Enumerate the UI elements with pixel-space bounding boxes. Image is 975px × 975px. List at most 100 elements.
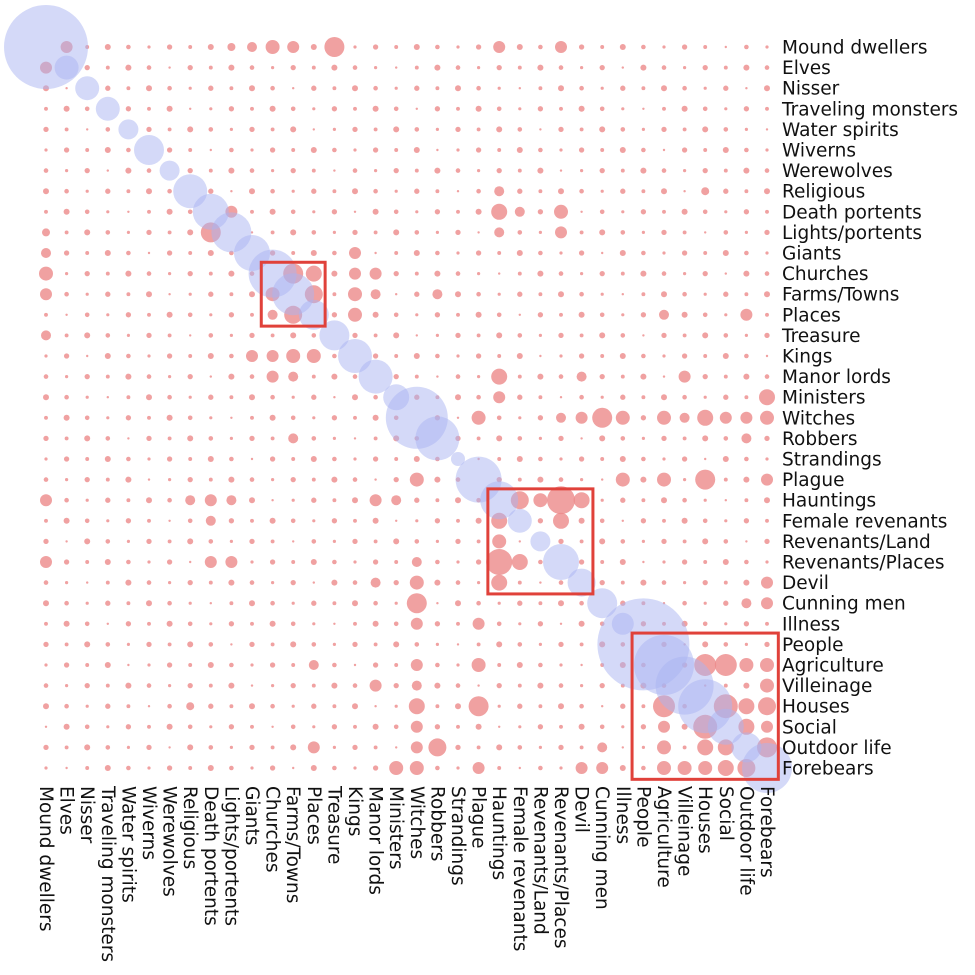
offdiagonal-bubble xyxy=(497,704,501,708)
offdiagonal-bubble xyxy=(249,703,255,710)
offdiagonal-bubble xyxy=(434,724,441,730)
offdiagonal-bubble xyxy=(228,579,235,586)
offdiagonal-bubble xyxy=(228,621,235,627)
offdiagonal-bubble xyxy=(697,739,714,756)
column-label: Werewolves xyxy=(159,786,180,897)
offdiagonal-bubble xyxy=(537,106,544,112)
offdiagonal-bubble xyxy=(84,621,90,627)
offdiagonal-bubble xyxy=(435,704,440,709)
offdiagonal-bubble xyxy=(373,127,378,132)
offdiagonal-bubble xyxy=(414,539,420,544)
offdiagonal-bubble xyxy=(661,168,667,173)
offdiagonal-bubble xyxy=(353,518,357,523)
offdiagonal-bubble xyxy=(106,313,110,317)
offdiagonal-bubble xyxy=(537,621,544,627)
row-label: Manor lords xyxy=(782,367,891,388)
offdiagonal-bubble xyxy=(682,600,687,606)
offdiagonal-bubble xyxy=(126,765,131,771)
offdiagonal-bubble xyxy=(641,704,646,709)
offdiagonal-bubble xyxy=(44,518,48,523)
offdiagonal-bubble xyxy=(372,723,379,730)
offdiagonal-bubble xyxy=(332,230,336,234)
offdiagonal-bubble xyxy=(126,292,131,297)
offdiagonal-bubble xyxy=(555,41,567,53)
offdiagonal-bubble xyxy=(744,292,749,297)
offdiagonal-bubble xyxy=(722,250,729,256)
offdiagonal-bubble xyxy=(744,333,749,337)
offdiagonal-bubble xyxy=(372,559,379,565)
offdiagonal-bubble xyxy=(744,395,749,400)
offdiagonal-bubble xyxy=(615,410,630,425)
offdiagonal-bubble xyxy=(702,312,708,318)
offdiagonal-bubble xyxy=(64,600,69,606)
row-label: Outdoor life xyxy=(782,738,892,759)
offdiagonal-bubble xyxy=(642,334,645,337)
offdiagonal-bubble xyxy=(269,620,276,627)
offdiagonal-bubble xyxy=(105,642,111,647)
offdiagonal-bubble xyxy=(597,742,608,753)
offdiagonal-bubble xyxy=(494,186,505,197)
offdiagonal-bubble xyxy=(126,44,131,50)
offdiagonal-bubble xyxy=(331,64,338,71)
offdiagonal-bubble xyxy=(207,662,214,668)
offdiagonal-bubble xyxy=(64,188,69,194)
offdiagonal-bubble xyxy=(456,643,460,646)
offdiagonal-bubble xyxy=(228,64,235,71)
offdiagonal-bubble xyxy=(271,499,274,502)
offdiagonal-bubble xyxy=(435,642,439,647)
offdiagonal-bubble xyxy=(662,106,666,111)
offdiagonal-bubble xyxy=(620,497,626,503)
offdiagonal-bubble xyxy=(369,494,382,507)
offdiagonal-bubble xyxy=(765,354,769,358)
row-label: Robbers xyxy=(782,429,857,450)
offdiagonal-bubble xyxy=(497,148,502,152)
offdiagonal-bubble xyxy=(723,394,729,400)
offdiagonal-bubble xyxy=(702,621,708,627)
offdiagonal-bubble xyxy=(372,765,379,771)
offdiagonal-bubble xyxy=(601,251,604,255)
offdiagonal-bubble xyxy=(537,415,544,421)
offdiagonal-bubble xyxy=(393,476,399,483)
offdiagonal-bubble xyxy=(702,435,709,442)
offdiagonal-bubble xyxy=(43,126,49,133)
offdiagonal-bubble xyxy=(517,374,522,379)
offdiagonal-bubble xyxy=(415,313,419,317)
offdiagonal-bubble xyxy=(43,580,49,585)
offdiagonal-bubble xyxy=(147,518,151,523)
offdiagonal-bubble xyxy=(168,478,172,482)
offdiagonal-bubble xyxy=(311,703,317,709)
column-label: Illness xyxy=(612,786,633,844)
offdiagonal-bubble xyxy=(208,745,214,750)
offdiagonal-bubble xyxy=(411,680,422,691)
offdiagonal-bubble xyxy=(290,518,296,524)
offdiagonal-bubble xyxy=(249,374,255,379)
offdiagonal-bubble xyxy=(65,272,69,276)
offdiagonal-bubble xyxy=(599,270,605,277)
offdiagonal-bubble xyxy=(600,457,605,461)
offdiagonal-bubble xyxy=(662,209,666,214)
offdiagonal-bubble xyxy=(496,415,502,421)
offdiagonal-bubble xyxy=(538,559,543,565)
offdiagonal-bubble xyxy=(620,703,626,709)
offdiagonal-bubble xyxy=(64,394,69,400)
offdiagonal-bubble xyxy=(373,188,378,194)
offdiagonal-bubble xyxy=(599,126,606,133)
offdiagonal-bubble xyxy=(207,44,214,50)
offdiagonal-bubble xyxy=(146,497,152,504)
highlight-box xyxy=(259,260,327,328)
offdiagonal-bubble xyxy=(599,724,605,730)
offdiagonal-bubble xyxy=(246,350,258,362)
offdiagonal-bubble xyxy=(208,477,213,482)
offdiagonal-bubble xyxy=(247,42,257,52)
offdiagonal-bubble xyxy=(43,744,49,751)
offdiagonal-bubble xyxy=(496,312,502,318)
offdiagonal-bubble xyxy=(270,85,275,91)
row-label: Churches xyxy=(782,264,868,285)
offdiagonal-bubble xyxy=(311,230,317,235)
offdiagonal-bubble xyxy=(167,230,172,235)
offdiagonal-bubble xyxy=(559,354,563,358)
offdiagonal-bubble xyxy=(147,724,151,729)
offdiagonal-bubble xyxy=(475,723,482,730)
offdiagonal-bubble xyxy=(250,209,254,214)
offdiagonal-bubble xyxy=(372,517,379,524)
